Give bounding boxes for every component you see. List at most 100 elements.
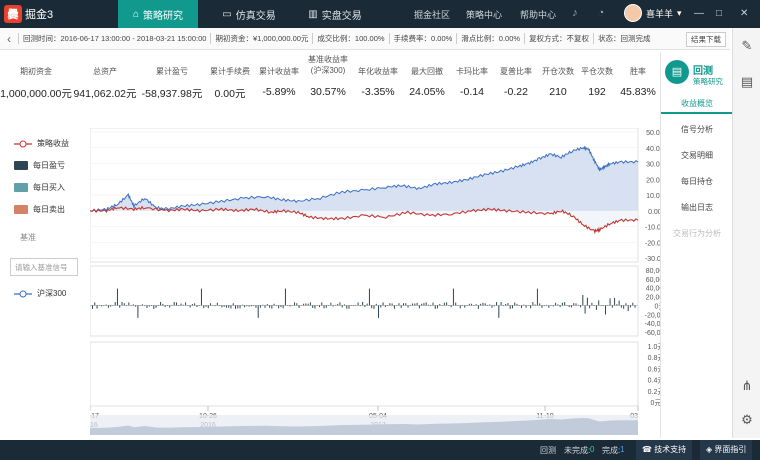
pnl-bar	[457, 305, 459, 306]
panel-item-0[interactable]: 收益概览	[661, 94, 733, 114]
tab-label: 实盘交易	[321, 10, 362, 22]
link-help-center[interactable]: 帮助中心	[520, 10, 557, 20]
pnl-bar	[191, 304, 193, 306]
pnl-bar	[443, 302, 445, 306]
pnl-bar	[509, 305, 511, 309]
download-results-button[interactable]: 结果下载	[686, 32, 726, 47]
pnl-bar	[514, 302, 516, 306]
report-icon[interactable]: ▤	[740, 74, 754, 89]
button-label: 界面指引	[714, 445, 747, 454]
notification-icon[interactable]: ◔	[597, 7, 605, 19]
pnl-bar	[114, 302, 116, 306]
pnl-bar	[502, 305, 504, 306]
close-button[interactable]: ✕	[740, 8, 749, 19]
pnl-bar	[330, 302, 332, 306]
pnl-bar	[282, 305, 284, 309]
pnl-bar	[384, 305, 386, 308]
pnl-bar	[348, 305, 350, 309]
panel-item-2[interactable]: 交易明细	[681, 151, 713, 160]
pnl-bar	[432, 302, 434, 306]
metric-10: 开仓次数 210	[538, 52, 578, 108]
pnl-bar	[373, 305, 375, 309]
panel-item-4[interactable]: 输出日志	[681, 203, 713, 212]
y-tick-label: 0.00%	[648, 209, 660, 216]
pnl-bar	[507, 303, 509, 306]
pnl-bar	[319, 305, 320, 308]
link-strategy-center[interactable]: 策略中心	[466, 10, 503, 20]
pnl-bar	[582, 294, 584, 306]
bell-icon[interactable]: ♪	[572, 7, 578, 19]
y-tick-label: 0.4元	[648, 377, 660, 385]
info-slippage: 滑点比例：0.00%	[456, 33, 524, 44]
pnl-bar	[359, 305, 361, 307]
legend-daily-pnl[interactable]: 每日盈亏	[14, 160, 65, 171]
panel-item-3[interactable]: 每日持仓	[681, 177, 713, 186]
pnl-bar	[316, 305, 318, 306]
link-community[interactable]: 掘金社区	[414, 10, 451, 20]
panel-item-5[interactable]: 交易行为分析	[673, 229, 721, 238]
maximize-button[interactable]: □	[716, 8, 723, 19]
pnl-bar	[160, 301, 162, 306]
info-fill-ratio: 成交比例：100.00%	[312, 33, 388, 44]
metric-4: 累计收益率 -5.89%	[254, 52, 304, 108]
pnl-bar	[341, 305, 343, 308]
backtest-info-bar: ‹ 回测时间：2016-06-17 13:00:00 - 2018-03-21 …	[0, 28, 730, 50]
pnl-bar	[300, 305, 302, 306]
pnl-bar	[543, 305, 545, 306]
user-menu[interactable]: 喜羊羊 ▾	[624, 4, 682, 22]
minimize-button[interactable]: —	[694, 8, 704, 19]
pnl-bar	[155, 305, 157, 308]
share-icon[interactable]: ⋔	[741, 378, 753, 393]
legend-strategy-return[interactable]: 策略收益	[14, 138, 69, 149]
gear-icon[interactable]: ⚙	[741, 412, 753, 427]
pnl-bar	[527, 304, 529, 306]
tab-strategy-research[interactable]: ⌂ 策略研究	[118, 0, 198, 28]
pnl-bar	[214, 305, 216, 307]
tab-live-trading[interactable]: ▥ 实盘交易	[300, 0, 370, 28]
pnl-bar	[178, 305, 180, 306]
pnl-bar	[343, 304, 345, 306]
legend-daily-sell[interactable]: 每日卖出	[14, 204, 65, 215]
benchmark-input[interactable]: 请输入基准信号	[10, 258, 78, 276]
y-tick-label: 40,000元	[646, 285, 660, 293]
legend-label: 沪深300	[37, 289, 67, 298]
pnl-bar	[455, 302, 457, 306]
metric-value: -5.89%	[262, 86, 296, 98]
pnl-bar	[269, 305, 271, 308]
back-icon[interactable]: ‹	[7, 31, 11, 46]
pnl-bar	[548, 305, 550, 308]
pnl-bar	[396, 304, 398, 306]
pnl-bar	[475, 304, 477, 306]
app-logo: 爨 掘金3	[0, 0, 62, 28]
pnl-bar	[412, 303, 414, 306]
tech-support-button[interactable]: ☎ 技术支持	[636, 440, 693, 460]
user-name: 喜羊羊	[646, 8, 674, 19]
legend-daily-buy[interactable]: 每日买入	[14, 182, 65, 193]
legend-benchmark[interactable]: 沪深300	[14, 288, 66, 299]
metric-value: 192	[588, 86, 606, 98]
pnl-bar	[368, 288, 370, 306]
pnl-bar	[480, 303, 482, 306]
pnl-bar	[92, 305, 93, 309]
pnl-bar	[570, 305, 572, 308]
pnl-bar	[518, 305, 520, 306]
tab-sim-trading[interactable]: ▭ 仿真交易	[214, 0, 284, 28]
pnl-bar	[557, 304, 559, 306]
pnl-bar	[198, 305, 200, 306]
panel-subtitle: 策略研究	[693, 77, 723, 86]
metric-label: 胜率	[630, 67, 646, 76]
logo-mark: 爨	[4, 5, 22, 23]
info-status: 状态：回测完成	[593, 33, 655, 44]
pnl-bar	[194, 303, 196, 306]
edit-icon[interactable]: ✎	[741, 38, 753, 53]
pnl-bar	[321, 302, 323, 306]
pnl-bar	[105, 304, 107, 306]
metric-0: 期初资金 1,000,000.00元	[0, 52, 72, 108]
overview-area	[90, 418, 638, 435]
pnl-bar	[523, 304, 525, 306]
panel-item-1[interactable]: 信号分析	[681, 125, 713, 134]
metric-label: 开仓次数	[542, 67, 574, 76]
pnl-bar	[462, 305, 464, 306]
ui-guide-button[interactable]: ◈ 界面指引	[700, 440, 753, 460]
metric-value: 0.00元	[214, 88, 246, 100]
